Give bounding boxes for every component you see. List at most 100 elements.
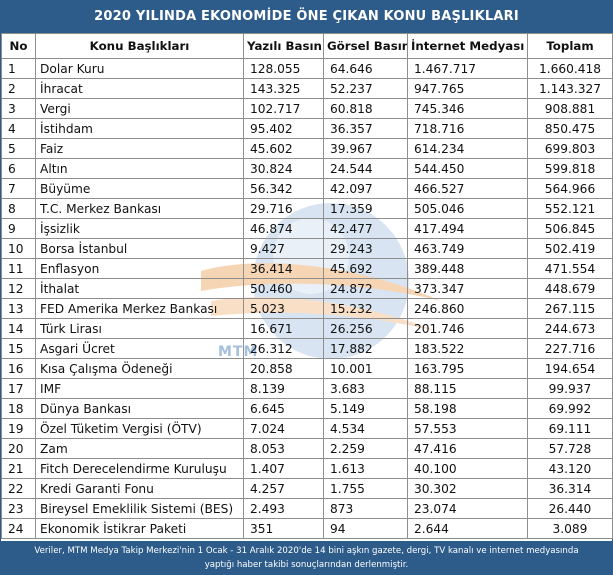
- row-topic: Kısa Çalışma Ödeneği: [35, 358, 244, 379]
- row-topic: İstihdam: [35, 118, 244, 139]
- row-print-media: 30.824: [243, 158, 324, 179]
- header-internet-media: İnternet Medyası: [407, 33, 528, 59]
- header-visual-media: Görsel Basın: [323, 33, 408, 59]
- row-topic: Türk Lirası: [35, 318, 244, 339]
- table-row: 22 Kredi Garanti Fonu 4.257 1.755 30.302 36.3…: [1, 478, 613, 499]
- row-print-media: 45.602: [243, 138, 324, 159]
- row-total: 908.881: [527, 98, 613, 119]
- row-print-media: 8.053: [243, 438, 324, 459]
- row-total: 564.966: [527, 178, 613, 199]
- row-visual-media: 17.882: [323, 338, 408, 359]
- row-total: 43.120: [527, 458, 613, 479]
- table-row: 2 İhracat 143.325 52.237 947.765 1.143.327: [1, 78, 613, 99]
- table-row: 14 Türk Lirası 16.671 26.256 201.746 244.673: [1, 318, 613, 339]
- row-print-media: 2.493: [243, 498, 324, 519]
- row-topic: İhracat: [35, 78, 244, 99]
- row-print-media: 36.414: [243, 258, 324, 279]
- row-no: 4: [1, 118, 36, 139]
- row-total: 552.121: [527, 198, 613, 219]
- row-no: 9: [1, 218, 36, 239]
- row-internet-media: 947.765: [407, 78, 528, 99]
- row-print-media: 5.023: [243, 298, 324, 319]
- table-row: 7 Büyüme 56.342 42.097 466.527 564.966: [1, 178, 613, 199]
- row-topic: Özel Tüketim Vergisi (ÖTV): [35, 418, 244, 439]
- row-internet-media: 246.860: [407, 298, 528, 319]
- table-row: 17 IMF 8.139 3.683 88.115 99.937: [1, 378, 613, 399]
- row-visual-media: 1.755: [323, 478, 408, 499]
- row-topic: İşsizlik: [35, 218, 244, 239]
- row-topic: Dolar Kuru: [35, 58, 244, 79]
- footer-note: Veriler, MTM Medya Takip Merkezi'nin 1 O…: [1, 541, 612, 574]
- row-visual-media: 64.646: [323, 58, 408, 79]
- row-topic: FED Amerika Merkez Bankası: [35, 298, 244, 319]
- row-total: 599.818: [527, 158, 613, 179]
- row-print-media: 6.645: [243, 398, 324, 419]
- row-internet-media: 745.346: [407, 98, 528, 119]
- table-row: 6 Altın 30.824 24.544 544.450 599.818: [1, 158, 613, 179]
- row-visual-media: 60.818: [323, 98, 408, 119]
- row-visual-media: 4.534: [323, 418, 408, 439]
- row-internet-media: 373.347: [407, 278, 528, 299]
- row-total: 850.475: [527, 118, 613, 139]
- row-total: 3.089: [527, 518, 613, 539]
- table-row: 3 Vergi 102.717 60.818 745.346 908.881: [1, 98, 613, 119]
- row-no: 10: [1, 238, 36, 259]
- row-print-media: 9.427: [243, 238, 324, 259]
- row-internet-media: 466.527: [407, 178, 528, 199]
- row-total: 227.716: [527, 338, 613, 359]
- row-topic: T.C. Merkez Bankası: [35, 198, 244, 219]
- row-visual-media: 15.232: [323, 298, 408, 319]
- row-topic: Altın: [35, 158, 244, 179]
- row-no: 23: [1, 498, 36, 519]
- row-visual-media: 42.477: [323, 218, 408, 239]
- row-total: 699.803: [527, 138, 613, 159]
- row-no: 8: [1, 198, 36, 219]
- row-visual-media: 39.967: [323, 138, 408, 159]
- table-row: 24 Ekonomik İstikrar Paketi 351 94 2.644 3.08…: [1, 518, 613, 539]
- row-internet-media: 614.234: [407, 138, 528, 159]
- row-total: 57.728: [527, 438, 613, 459]
- row-internet-media: 544.450: [407, 158, 528, 179]
- page-title: 2020 YILINDA EKONOMİDE ÖNE ÇIKAN KONU BA…: [1, 1, 612, 33]
- row-print-media: 1.407: [243, 458, 324, 479]
- row-no: 3: [1, 98, 36, 119]
- row-total: 69.992: [527, 398, 613, 419]
- table-row: 12 İthalat 50.460 24.872 373.347 448.679: [1, 278, 613, 299]
- row-no: 15: [1, 338, 36, 359]
- row-visual-media: 1.613: [323, 458, 408, 479]
- row-topic: Borsa İstanbul: [35, 238, 244, 259]
- header-total: Toplam: [527, 33, 613, 59]
- row-visual-media: 873: [323, 498, 408, 519]
- row-print-media: 143.325: [243, 78, 324, 99]
- table-row: 10 Borsa İstanbul 9.427 29.243 463.749 502.41…: [1, 238, 613, 259]
- row-internet-media: 40.100: [407, 458, 528, 479]
- row-no: 19: [1, 418, 36, 439]
- table-row: 23 Bireysel Emeklilik Sistemi (BES) 2.493 8…: [1, 498, 613, 519]
- header-topic: Konu Başlıkları: [35, 33, 244, 59]
- row-no: 7: [1, 178, 36, 199]
- header-print-media: Yazılı Basın: [243, 33, 324, 59]
- table-row: 5 Faiz 45.602 39.967 614.234 699.803: [1, 138, 613, 159]
- row-topic: İthalat: [35, 278, 244, 299]
- table-row: 11 Enflasyon 36.414 45.692 389.448 471.554: [1, 258, 613, 279]
- row-visual-media: 24.544: [323, 158, 408, 179]
- row-print-media: 46.874: [243, 218, 324, 239]
- row-no: 2: [1, 78, 36, 99]
- row-internet-media: 201.746: [407, 318, 528, 339]
- table-row: 4 İstihdam 95.402 36.357 718.716 850.475: [1, 118, 613, 139]
- row-topic: Bireysel Emeklilik Sistemi (BES): [35, 498, 244, 519]
- row-no: 5: [1, 138, 36, 159]
- row-internet-media: 183.522: [407, 338, 528, 359]
- row-internet-media: 57.553: [407, 418, 528, 439]
- row-no: 11: [1, 258, 36, 279]
- row-internet-media: 2.644: [407, 518, 528, 539]
- table-header-row: No Konu Başlıkları Yazılı Basın Görsel B…: [1, 33, 613, 59]
- row-topic: Zam: [35, 438, 244, 459]
- row-print-media: 16.671: [243, 318, 324, 339]
- row-no: 14: [1, 318, 36, 339]
- footer-line-2: yaptığı haber takibi sonuçlarından derle…: [204, 560, 409, 570]
- row-topic: Asgari Ücret: [35, 338, 244, 359]
- row-topic: Dünya Bankası: [35, 398, 244, 419]
- row-print-media: 95.402: [243, 118, 324, 139]
